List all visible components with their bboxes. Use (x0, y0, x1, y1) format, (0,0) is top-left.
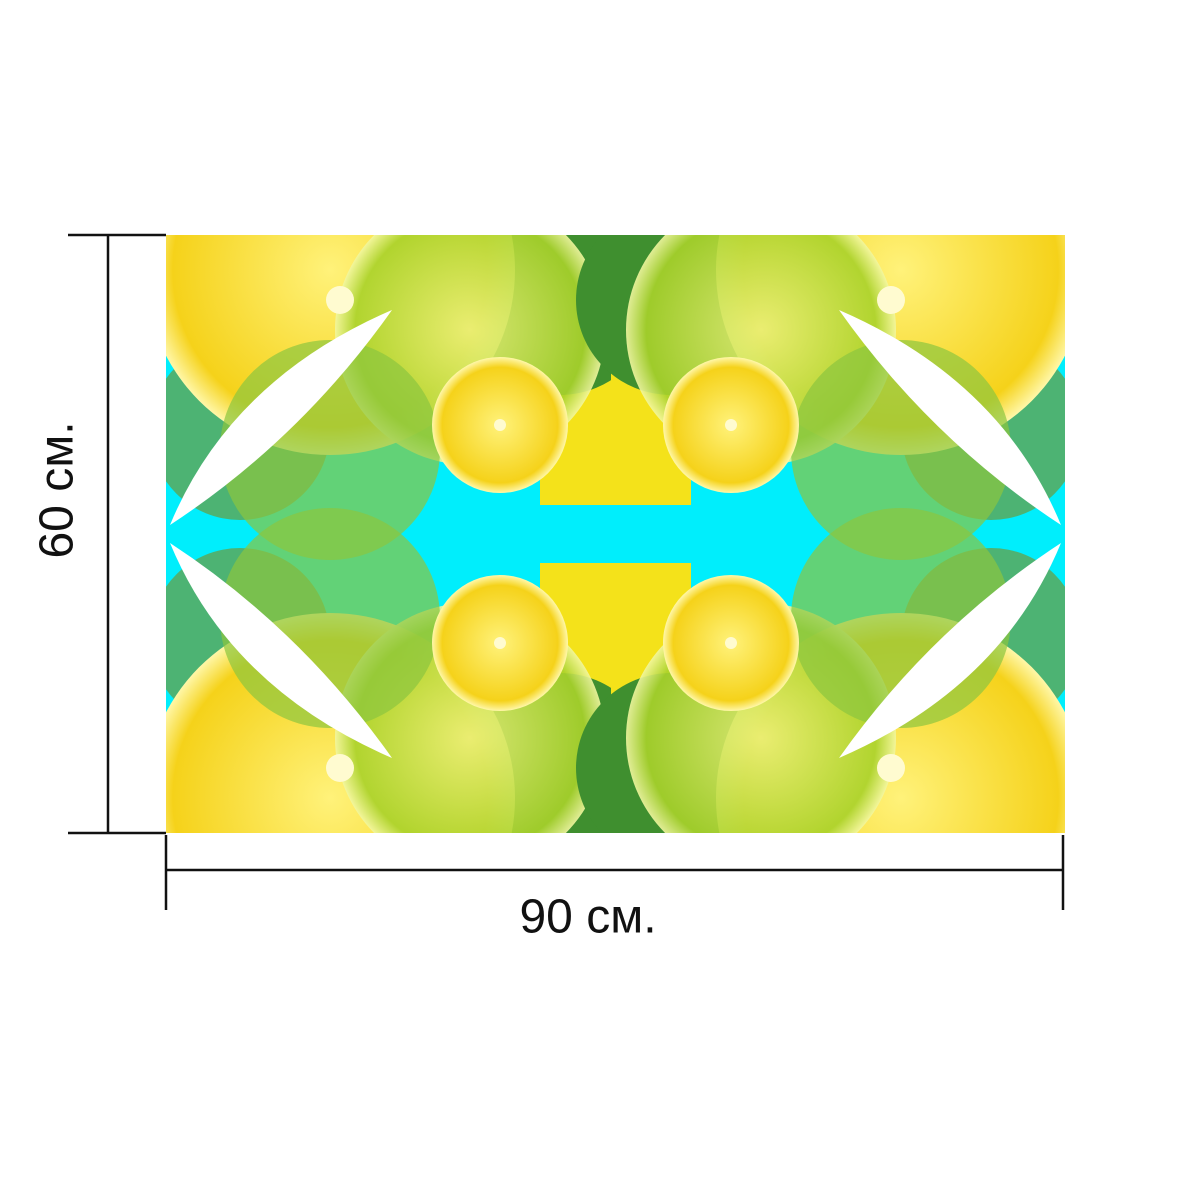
lemon-pattern (166, 235, 1065, 833)
height-label: 60 см. (31, 421, 84, 558)
height-dimension: 60 см. (31, 233, 166, 835)
width-label: 90 см. (519, 891, 656, 944)
width-dimension: 90 см. (164, 835, 1065, 944)
